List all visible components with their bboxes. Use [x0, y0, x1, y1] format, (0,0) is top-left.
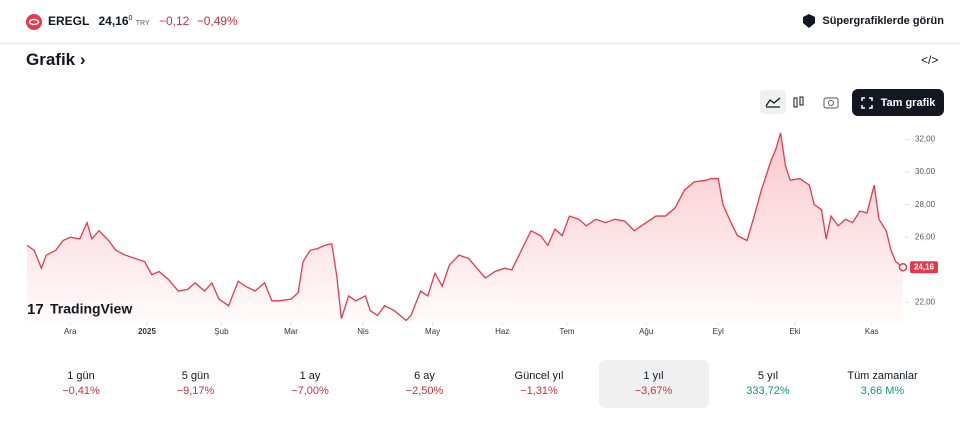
- full-chart-button[interactable]: Tam grafik: [852, 89, 944, 116]
- symbol-logo: [26, 14, 42, 30]
- area-style-button[interactable]: [760, 90, 786, 114]
- period-button[interactable]: Güncel yıl −1,31%: [484, 360, 594, 408]
- period-label: 5 yıl: [757, 370, 779, 382]
- y-tick-label: 28,00: [915, 200, 936, 209]
- period-label: 1 ay: [299, 370, 321, 382]
- currency: TRY: [135, 20, 150, 27]
- period-button[interactable]: 6 ay −2,50%: [370, 360, 480, 408]
- period-button[interactable]: 5 gün −9,17%: [141, 360, 251, 408]
- price: 24,16: [98, 14, 129, 28]
- period-button[interactable]: 1 ay −7,00%: [255, 360, 365, 408]
- period-change: −7,00%: [291, 385, 329, 397]
- last-value-label: 24,16: [914, 262, 935, 271]
- section-title-text: Grafik: [26, 50, 76, 69]
- x-tick-label: May: [425, 327, 440, 336]
- period-label: 1 yıl: [643, 370, 664, 382]
- period-change: −1,31%: [520, 385, 558, 397]
- period-change: 3,66 M%: [860, 385, 905, 397]
- x-tick-label: Mar: [284, 327, 298, 336]
- period-label: 1 gün: [67, 370, 95, 382]
- full-chart-text: Tam grafik: [880, 96, 936, 109]
- x-tick-label: Nis: [357, 327, 369, 336]
- y-tick-label: 22,00: [915, 298, 936, 307]
- price-sup: 0: [128, 15, 133, 22]
- x-tick-label: Tem: [559, 327, 574, 336]
- x-tick-label: 2025: [138, 327, 156, 336]
- period-change: 333,72%: [746, 385, 790, 397]
- x-tick-label: Şub: [214, 327, 229, 336]
- x-tick-label: Eki: [789, 327, 800, 336]
- period-button[interactable]: 5 yıl 333,72%: [713, 360, 823, 408]
- period-label: 6 ay: [414, 370, 435, 382]
- x-tick-label: Ağu: [639, 327, 653, 336]
- area-fill: [27, 132, 903, 322]
- x-tick-label: Haz: [495, 327, 509, 336]
- y-tick-label: 26,00: [915, 232, 936, 241]
- period-change: −3,67%: [634, 385, 673, 397]
- period-label: Tüm zamanlar: [847, 370, 918, 382]
- x-tick-label: Kas: [865, 327, 879, 336]
- period-change: −9,17%: [176, 385, 215, 397]
- period-button[interactable]: 1 gün −0,41%: [26, 360, 136, 408]
- last-point: [898, 262, 908, 272]
- y-tick-label: 32,00: [915, 135, 936, 144]
- watermark: 17 TradingView: [27, 301, 132, 318]
- symbol: EREGL: [48, 14, 90, 28]
- change: −0,12: [158, 14, 190, 28]
- x-tick-label: Eyl: [713, 327, 724, 336]
- supercharts-icon: [803, 14, 816, 28]
- x-tick-label: Ara: [64, 327, 77, 336]
- supercharts-link[interactable]: Süpergrafiklerde görün: [802, 14, 944, 28]
- price-line: [26, 132, 904, 322]
- watermark-logo: 17: [27, 301, 44, 318]
- period-button[interactable]: Tüm zamanlar 3,66 M%: [828, 360, 938, 408]
- section-title[interactable]: Grafik ›: [26, 50, 86, 69]
- period-label: Güncel yıl: [514, 370, 564, 382]
- snapshot-button[interactable]: [820, 90, 842, 114]
- last-value-badge: [910, 261, 938, 274]
- candle-style-button[interactable]: [788, 90, 810, 114]
- symbol-header: EREGL 24,160 TRY −0,12 −0,49%: [48, 14, 238, 28]
- y-tick-label: 30,00: [915, 167, 936, 176]
- period-label: 5 gün: [181, 370, 210, 382]
- chart: 22,0024,0026,0028,0030,0032,00Ara2025Şub…: [26, 132, 938, 336]
- watermark-text: TradingView: [50, 301, 132, 317]
- period-change: −2,50%: [405, 385, 444, 397]
- supercharts-text: Süpergrafiklerde görün: [822, 15, 944, 27]
- period-change: −0,41%: [62, 385, 100, 397]
- divider: [0, 43, 960, 44]
- period-button[interactable]: 1 yıl −3,67%: [598, 360, 709, 408]
- change-pct: −0,49%: [196, 14, 238, 28]
- embed-icon[interactable]: </>: [921, 53, 939, 67]
